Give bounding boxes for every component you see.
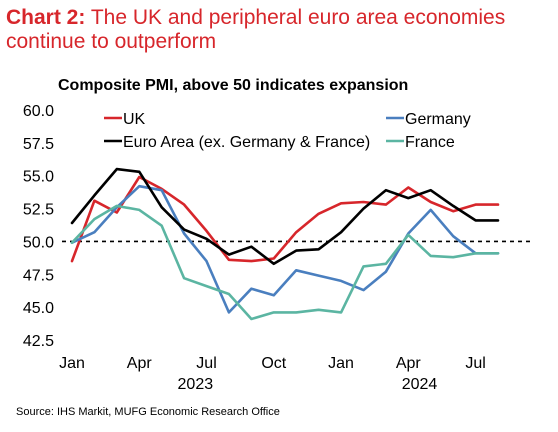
y-tick-label: 52.5 — [23, 202, 54, 219]
y-tick-label: 60.0 — [23, 103, 54, 120]
chart-title: Chart 2: The UK and peripheral euro area… — [6, 6, 554, 54]
legend-label-uk: UK — [123, 111, 146, 128]
x-tick-label: Jul — [465, 355, 485, 372]
series-line-france — [70, 204, 500, 321]
source-note: Source: IHS Markit, MUFG Economic Resear… — [16, 406, 280, 418]
x-tick-label: Jan — [328, 355, 354, 372]
y-tick-label: 57.5 — [23, 136, 54, 153]
y-tick-label: 42.5 — [23, 333, 54, 350]
y-tick-label: 47.5 — [23, 267, 54, 284]
series-line-germany — [70, 184, 500, 314]
x-tick-label: Apr — [396, 355, 422, 372]
chart-title-text: The UK and peripheral euro area economie… — [6, 6, 506, 53]
x-year-label: 2023 — [178, 376, 214, 393]
series-line-euro-area-ex-germany-france — [70, 167, 500, 266]
legend-label-france: France — [405, 134, 455, 151]
legend-label-germany: Germany — [405, 111, 471, 128]
chart-subtitle: Composite PMI, above 50 indicates expans… — [58, 77, 409, 94]
x-year-label: 2024 — [402, 376, 438, 393]
y-tick-label: 50.0 — [23, 234, 54, 251]
legend-label-euro-area-ex-germany-france: Euro Area (ex. Germany & France) — [123, 134, 370, 151]
x-tick-label: Apr — [127, 355, 153, 372]
y-tick-label: 55.0 — [23, 169, 54, 186]
chart-title-lead: Chart 2: — [6, 6, 86, 29]
x-tick-label: Oct — [261, 355, 286, 372]
y-tick-label: 45.0 — [23, 300, 54, 317]
x-tick-label: Jul — [196, 355, 216, 372]
x-tick-label: Jan — [59, 355, 85, 372]
